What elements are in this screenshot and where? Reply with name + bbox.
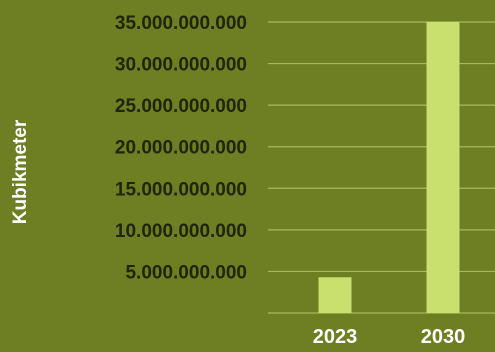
y-tick-label-3: 20.000.000.000 <box>115 138 247 159</box>
y-tick-label-5: 10.000.000.000 <box>115 221 247 242</box>
y-tick-label-1: 30.000.000.000 <box>115 55 247 76</box>
y-tick-label-4: 15.000.000.000 <box>115 179 247 200</box>
x-tick-label-2030: 2030 <box>421 326 466 348</box>
y-tick-label-6: 5.000.000.000 <box>125 262 247 283</box>
y-tick-label-2: 25.000.000.000 <box>115 96 247 117</box>
bar-2030 <box>426 22 460 313</box>
y-tick-label-0: 35.000.000.000 <box>115 13 247 34</box>
bar-2023 <box>318 277 352 313</box>
x-tick-label-2023: 2023 <box>313 326 358 348</box>
